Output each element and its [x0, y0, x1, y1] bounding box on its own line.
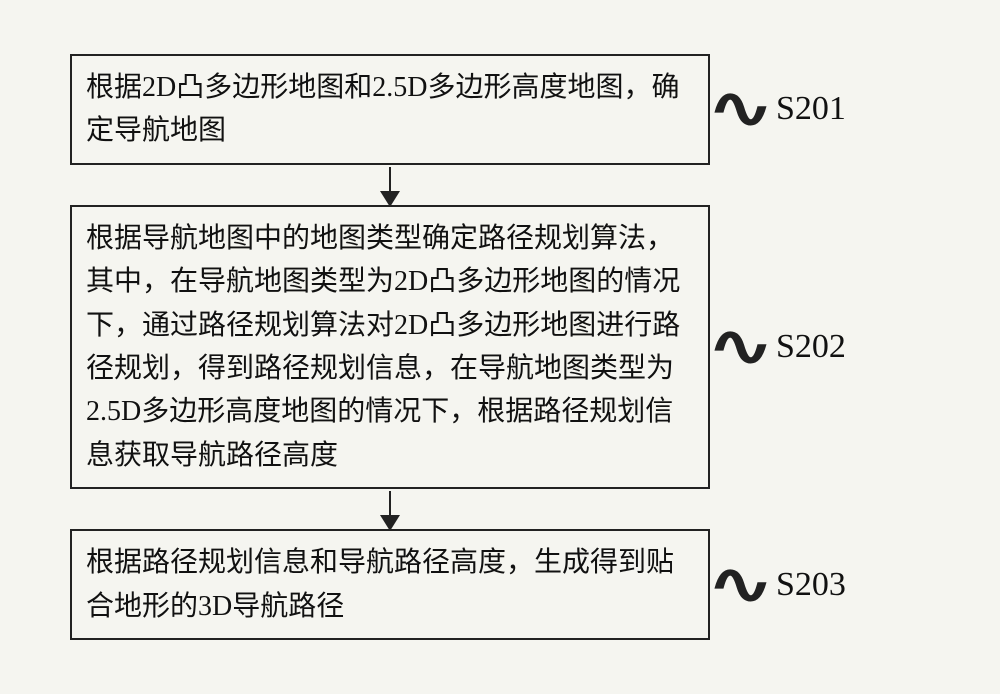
flow-step-label: S203 [770, 566, 910, 604]
arrow-wrap [70, 165, 710, 205]
flow-step-row: 根据路径规划信息和导航路径高度，生成得到贴合地形的3D导航路径 ∿ S203 [70, 529, 930, 640]
flow-step-box: 根据2D凸多边形地图和2.5D多边形高度地图，确定导航地图 [70, 54, 710, 165]
flow-step-text: 根据路径规划信息和导航路径高度，生成得到贴合地形的3D导航路径 [86, 547, 674, 621]
flow-step-row: 根据2D凸多边形地图和2.5D多边形高度地图，确定导航地图 ∿ S201 [70, 54, 930, 165]
connector: ∿ [710, 319, 770, 375]
flow-step-label: S202 [770, 328, 910, 366]
tilde-icon: ∿ [707, 557, 773, 613]
tilde-icon: ∿ [707, 81, 773, 137]
tilde-icon: ∿ [707, 319, 773, 375]
flow-step-text: 根据2D凸多边形地图和2.5D多边形高度地图，确定导航地图 [86, 72, 679, 146]
flow-step-box: 根据路径规划信息和导航路径高度，生成得到贴合地形的3D导航路径 [70, 529, 710, 640]
flowchart-container: 根据2D凸多边形地图和2.5D多边形高度地图，确定导航地图 ∿ S201 根据导… [70, 34, 930, 660]
flow-step-text: 根据导航地图中的地图类型确定路径规划算法，其中，在导航地图类型为2D凸多边形地图… [86, 223, 680, 471]
connector: ∿ [710, 557, 770, 613]
arrow-down-icon [389, 167, 391, 205]
flow-step-box: 根据导航地图中的地图类型确定路径规划算法，其中，在导航地图类型为2D凸多边形地图… [70, 205, 710, 489]
arrow-down-icon [389, 491, 391, 529]
flow-step-label: S201 [770, 90, 910, 128]
connector: ∿ [710, 81, 770, 137]
flow-step-row: 根据导航地图中的地图类型确定路径规划算法，其中，在导航地图类型为2D凸多边形地图… [70, 205, 930, 489]
arrow-wrap [70, 489, 710, 529]
